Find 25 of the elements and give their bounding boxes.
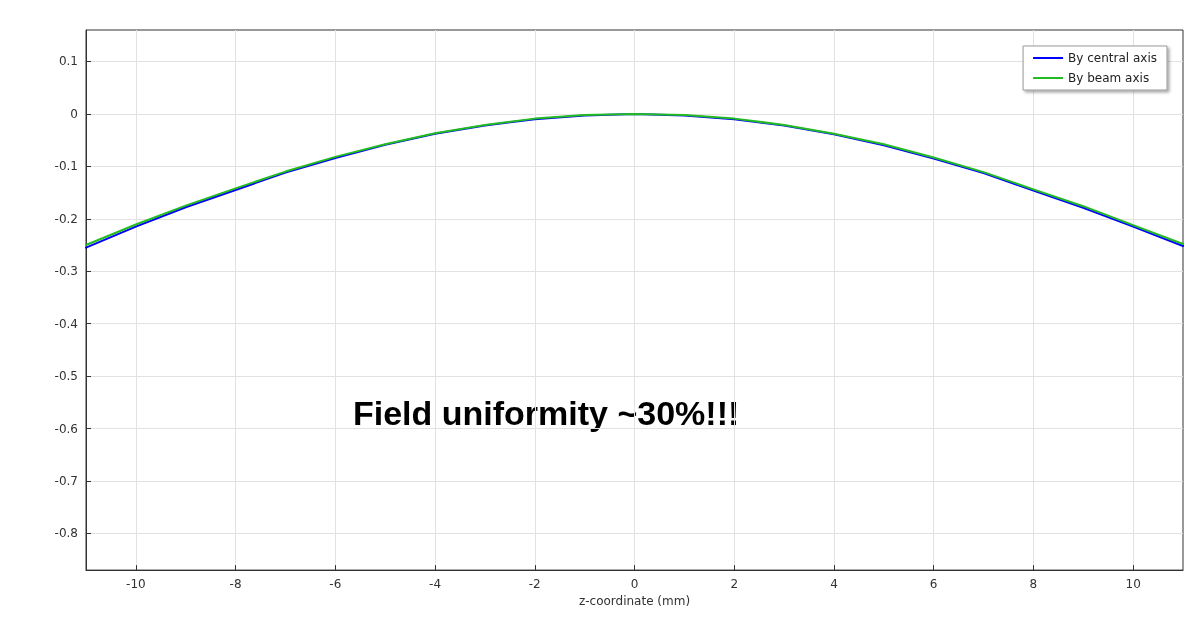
y-tick-label: -0.6 [54, 421, 78, 436]
x-tick-label: 8 [1029, 577, 1038, 592]
x-tick-label: 4 [830, 577, 838, 592]
legend-label: By beam axis [1068, 71, 1150, 85]
y-tick-label: -0.8 [54, 526, 78, 541]
y-tick-label: -0.3 [54, 264, 78, 279]
x-tick-label: -4 [429, 577, 442, 592]
y-tick-label: 0.1 [58, 54, 78, 69]
x-tick-label: -6 [329, 577, 342, 592]
x-tick-label: 2 [730, 577, 739, 592]
x-tick-label: -8 [229, 577, 242, 592]
x-tick-label: 10 [1125, 577, 1141, 592]
x-tick-label: 6 [929, 577, 938, 592]
y-tick-label: -0.4 [54, 316, 78, 331]
y-tick-label: -0.7 [54, 473, 78, 488]
legend-label: By central axis [1068, 51, 1158, 65]
y-tick-label: -0.1 [54, 159, 78, 174]
y-tick-label: -0.5 [54, 369, 78, 384]
y-tick-label: -0.2 [54, 211, 78, 226]
x-axis-title: z-coordinate (mm) [578, 594, 691, 608]
x-tick-label: 0 [630, 577, 639, 592]
annotation: Field uniformity ~30%!!! [353, 394, 740, 432]
x-tick-label: -2 [528, 577, 541, 592]
y-tick-label: 0 [70, 106, 78, 121]
x-tick-label: -10 [126, 577, 146, 592]
